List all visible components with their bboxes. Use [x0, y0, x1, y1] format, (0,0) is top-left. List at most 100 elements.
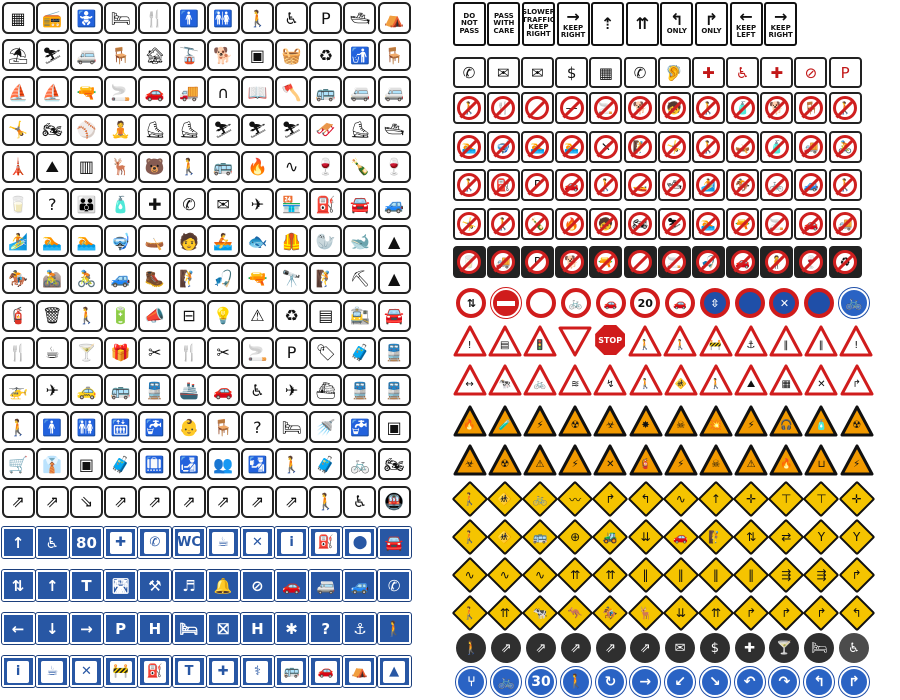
pictogram-icon: 🚲: [343, 448, 377, 481]
info-sign-glyph: i: [7, 660, 30, 683]
prohibition-sign: 🍷: [794, 246, 828, 279]
warning-glyph: ⚡: [571, 459, 579, 470]
diamond-glyph: Y: [852, 530, 861, 544]
diamond-warning-sign: ⇈: [593, 558, 627, 592]
pictogram-icon: 🛂: [240, 448, 274, 481]
pictogram-icon: 🛄: [138, 448, 172, 481]
pictogram-icon: 🧗: [172, 262, 206, 295]
diamond-glyph: ⇈: [710, 606, 721, 620]
info-sign-icon: ♬: [171, 569, 207, 602]
diamond-warning-sign: ⇊: [664, 596, 698, 630]
prohibition-sign: 🏇: [726, 169, 760, 202]
arrow-icon: ↰: [670, 10, 684, 30]
diamond-glyph: ⇊: [640, 530, 651, 544]
prohibition-ring: —: [559, 96, 584, 120]
pictogram-icon: 🗑: [35, 299, 69, 332]
pictogram-icon: 🚆: [343, 374, 377, 406]
prohibition-ring: 🚶: [833, 173, 858, 198]
prohibition-ring: ✕: [593, 134, 618, 159]
text-sign: DO NOT PASS: [452, 2, 486, 46]
hazard-sign: ⚡: [734, 405, 768, 437]
pictogram-icon: 🚗: [138, 76, 172, 109]
pictogram-icon: 🦺: [275, 225, 309, 258]
prohibition-ring: 🧒: [593, 211, 618, 236]
pictogram-icon: 📻: [35, 2, 69, 34]
warning-sign: ≋: [558, 364, 592, 396]
pictogram-icon: 🧯: [1, 299, 35, 332]
prohibition-sign: 🧴: [760, 130, 794, 163]
prohibition-ring: 🐕: [764, 96, 789, 120]
pictogram-icon: 🚬: [240, 336, 274, 369]
prohibition-sign: 🎣: [691, 246, 725, 279]
text-sign-line: WITH: [493, 19, 515, 28]
warning-glyph: ✕: [606, 459, 615, 470]
service-sign-icon: ♿: [726, 57, 760, 88]
mandatory-sign-row: ⑂ 🚲 30 🚶 ↻ → ↙ ↘ ↶ ↷ ↰ ↱: [454, 666, 871, 698]
warning-glyph: ↱: [852, 379, 861, 390]
prohibition-ring: 🧍: [764, 250, 789, 275]
text-sign-line: PASS: [494, 11, 514, 20]
pictogram-icon: 🍸: [69, 336, 103, 369]
round-sign: 20: [630, 288, 661, 318]
pictogram-icon: 🚗: [206, 374, 240, 406]
info-sign-icon: 🔔: [205, 569, 241, 602]
prohibition-sign: 🚶: [828, 92, 862, 124]
arrow-icon: ⇈: [635, 14, 649, 33]
hazard-sign: 🎧: [769, 405, 803, 437]
dark-circle-sign: 🍸: [769, 633, 800, 663]
round-sign: ✕: [769, 288, 800, 318]
text-sign-line: CARE: [493, 26, 515, 35]
pictogram-icon: 🧗: [309, 262, 343, 295]
info-sign-icon: H: [239, 612, 275, 645]
warning-glyph: 🚶: [674, 340, 687, 351]
pictogram-icon: 🏊: [35, 225, 69, 258]
pictogram-icon: 🐟: [240, 225, 274, 258]
text-sign-line: NOT: [461, 19, 478, 28]
pictogram-icon: 🍾: [343, 150, 377, 183]
diamond-glyph: Y: [817, 530, 826, 544]
pictogram-icon: 🧳: [343, 336, 377, 369]
pictogram-icon: ⊟: [172, 299, 206, 332]
mandatory-sign: 🚶: [559, 666, 592, 698]
pictogram-icon: 🏍: [377, 448, 411, 481]
pictogram-icon: ⛷: [35, 39, 69, 72]
pictogram-row: 🚶 🚹 🚻 🛗 🚰 👶 🪑? 🛏 🚿 🚰 ▣: [1, 411, 411, 444]
pictogram-icon: 🏚: [138, 39, 172, 72]
warning-glyph: 🚶: [639, 379, 652, 390]
diamond-glyph: ⇊: [675, 606, 686, 620]
pictogram-icon: 🔋: [104, 299, 138, 332]
pictogram-icon: 🍷: [377, 150, 411, 183]
prohibition-sign: 🛶: [726, 130, 760, 163]
pictogram-icon: 🚹: [172, 2, 206, 34]
prohibition-sign: 🧒: [657, 92, 691, 124]
dark-circle-sign: 🚶: [456, 633, 487, 663]
left-sign-sheet: ▦ 📻 🚼 🛏 🍴 🚹 🚻 🚶 ♿ P 🛥 ⛺ ⛱ ⛷ 🚐 🪑 🏚 🚡 🐕 ▣ 🧺 ♻ 🚮 🪑 ⛵ ⛵ 🔫 🚬 🚗 🚚 ∩ 📖 🪓 🚌 🚐 🚐 🤸 🏍 ⚾ 🧘…: [0, 2, 412, 688]
prohibition-ring: 🚶: [593, 173, 618, 198]
warning-glyph: 🚧: [709, 340, 722, 351]
service-sign-row: ✆ ✉ ✉ $ ▦ ✆ 🦻 ✚ ♿ ✚ ⊘ P: [452, 57, 862, 88]
dark-circle-sign: 🛏: [804, 633, 835, 663]
warning-sign: ▦: [769, 364, 803, 396]
warning-glyph: 🚶: [638, 340, 652, 351]
mandatory-sign: ↙: [664, 666, 697, 698]
pictogram-row: 🏇 🚵 🚴 🚙 🥾 🧗 🎣 🔫 🔭 🧗 ⛏ ▲: [1, 262, 411, 295]
diamond-glyph: ↰: [851, 606, 862, 620]
info-sign-icon: ☕: [205, 526, 241, 559]
warning-glyph: ⚓: [746, 340, 756, 351]
round-sign: [525, 288, 556, 318]
pictogram-icon: ?: [240, 411, 274, 444]
diamond-warning-sign: ✛: [840, 482, 874, 516]
mandatory-sign: ↱: [837, 666, 870, 698]
arrow-icon: ↱: [704, 10, 719, 30]
warning-glyph: 🧴: [815, 420, 828, 431]
diamond-glyph: ∿: [534, 568, 545, 582]
service-sign-icon: ⊘: [794, 57, 828, 88]
hazard-sign: ☢: [488, 444, 522, 476]
prohibition-sign: P: [520, 169, 554, 202]
info-sign-icon: 🚙: [342, 569, 378, 602]
pictogram-icon: 🚉: [343, 299, 377, 332]
pictogram-icon: 🛶: [138, 225, 172, 258]
pictogram-icon: ⛰: [35, 150, 69, 183]
info-sign-icon: 🚶: [376, 612, 412, 645]
pictogram-icon: ▲: [377, 225, 411, 258]
